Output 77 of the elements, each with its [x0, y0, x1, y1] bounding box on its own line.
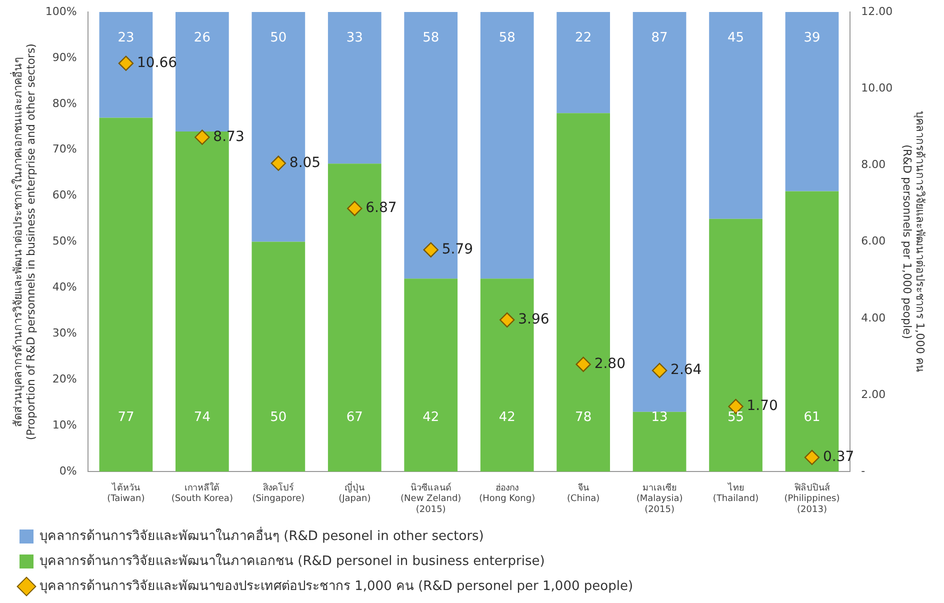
- x-tick-label: นิวซีแลนด์ (New Zeland) (2015): [400, 481, 462, 515]
- y2-tick-label: 12.00: [861, 4, 893, 18]
- x-tick-label: ฮ่องกง (Hong Kong): [479, 483, 536, 504]
- data-label: 3.96: [518, 312, 550, 328]
- bar: [480, 12, 534, 279]
- bar: [709, 12, 762, 219]
- data-label: 5.79: [442, 241, 474, 258]
- y-tick-label: 100%: [45, 4, 77, 18]
- y-tick-label: 90%: [52, 50, 77, 64]
- x-tick-label: ไทย (Thailand): [712, 482, 759, 504]
- bar: [556, 12, 610, 114]
- bar: [176, 12, 229, 132]
- legend-label: บุคลากรด้านการวิจัยและพัฒนาในภาคอื่นๆ (R&D pesonel in other sectors): [40, 526, 484, 544]
- point: [347, 200, 362, 216]
- data-label: 2.80: [594, 356, 626, 372]
- point: [194, 130, 210, 145]
- y-tick-label: 80%: [52, 96, 77, 110]
- x-tick-label: จีน (China): [566, 482, 600, 504]
- point: [652, 362, 668, 378]
- bar: [252, 242, 306, 472]
- y-axis-title: สัดส่วนบุคลากรด้านการวิจัยและพัฒนาต่อประชากรในภาคเอกชนและภาคอื่นๆ (Proportion of R&D personnels in business enterprise and other sectors): [9, 44, 38, 440]
- y-tick-label: 60%: [52, 188, 77, 202]
- y2-tick-label: 4.00: [861, 311, 886, 324]
- x-tick-label: ฟิลิปปินส์ (Philippines) (2013): [784, 481, 840, 515]
- data-label: 58: [422, 30, 440, 46]
- point: [804, 450, 820, 466]
- data-label: 55: [727, 410, 744, 425]
- data-label: 42: [422, 410, 440, 425]
- legend-label: บุคลากรด้านการวิจัยและพัฒนาในภาคเอกชน (R&D personel in business enterprise): [40, 552, 545, 569]
- y2-tick-label: 10.00: [861, 81, 893, 94]
- point: [270, 156, 286, 171]
- x-tick-label: เกาหลีใต้ (South Korea): [171, 482, 233, 504]
- y2-tick-label: 8.00: [861, 158, 886, 172]
- data-label: 45: [727, 30, 744, 46]
- y-tick-label: 70%: [52, 142, 77, 156]
- point: [423, 242, 438, 258]
- y2-axis-title: บุคลากรด้านการวิจัยและพัฒนาต่อประชากร 1,000 คน (R&D personnels per 1,000 people): [900, 111, 927, 373]
- data-label: 87: [651, 30, 668, 46]
- data-label: 58: [498, 30, 516, 46]
- y-tick-label: 10%: [52, 418, 77, 432]
- data-label: 61: [804, 410, 820, 425]
- y-tick-label: 0%: [59, 464, 77, 478]
- data-label: 77: [118, 410, 134, 425]
- point: [499, 312, 515, 328]
- data-label: 50: [270, 410, 287, 425]
- data-label: 39: [804, 30, 820, 46]
- data-label: 78: [575, 410, 592, 425]
- x-tick-label: ญี่ปุ่น (Japan): [338, 480, 371, 504]
- data-label: 1.70: [746, 398, 778, 414]
- data-label: 22: [575, 30, 592, 46]
- data-label: 50: [270, 30, 287, 46]
- y-tick-label: 30%: [52, 326, 77, 340]
- x-tick-label: มาเลเซีย (Malaysia) (2015): [636, 482, 683, 515]
- y2-tick-label: 2.00: [861, 388, 886, 401]
- legend-label: บุคลากรด้านการวิจัยและพัฒนาของประเทศต่อประชากร 1,000 คน (R&D personel per 1,000 people): [40, 578, 634, 594]
- bar: [404, 278, 458, 472]
- y-tick-label: 40%: [52, 280, 77, 294]
- bar: [785, 12, 839, 192]
- y-tick-label: 50%: [52, 234, 77, 248]
- bar: [328, 12, 382, 164]
- data-label: 2.64: [670, 362, 702, 378]
- data-label: 26: [194, 30, 210, 46]
- y2-tick-label: -: [861, 464, 866, 478]
- data-label: 33: [346, 30, 363, 46]
- data-label: 67: [346, 410, 363, 425]
- data-label: 23: [118, 30, 134, 46]
- data-label: 74: [194, 410, 210, 425]
- bar: [99, 118, 153, 472]
- x-tick-label: ไต้หวัน (Taiwan): [107, 482, 145, 504]
- x-tick-label: สิงคโปร์ (Singapore): [252, 481, 305, 504]
- data-label: 42: [498, 410, 516, 425]
- data-label: 13: [651, 410, 668, 425]
- bar: [632, 412, 686, 472]
- y-tick-label: 20%: [52, 372, 77, 386]
- point: [576, 356, 591, 372]
- y2-tick-label: 6.00: [861, 234, 886, 248]
- point: [118, 56, 134, 71]
